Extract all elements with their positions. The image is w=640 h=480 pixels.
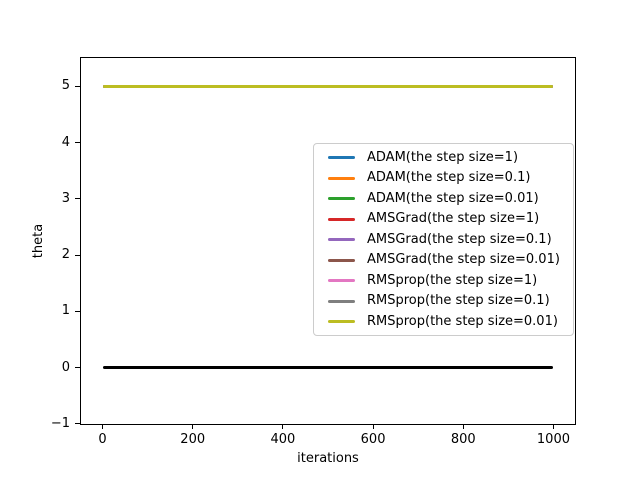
x-tick-mark bbox=[102, 425, 104, 429]
legend-line-swatch bbox=[328, 299, 355, 303]
legend: ADAM(the step size=1) ADAM(the step size=… bbox=[313, 143, 574, 336]
series-line bbox=[102, 365, 554, 370]
x-tick-mark bbox=[192, 425, 194, 429]
x-tick-label: 200 bbox=[180, 432, 206, 447]
legend-label: AMSGrad(the step size=1) bbox=[367, 211, 540, 226]
y-tick-mark bbox=[75, 367, 80, 369]
y-tick-mark bbox=[75, 142, 80, 144]
legend-line-swatch bbox=[328, 156, 355, 159]
x-tick-label: 1000 bbox=[536, 432, 570, 447]
legend-line-swatch bbox=[328, 320, 355, 323]
y-tick-label: 5 bbox=[61, 78, 70, 94]
legend-line-swatch bbox=[328, 217, 355, 221]
x-tick-mark bbox=[372, 425, 374, 429]
legend-item: ADAM(the step size=0.01) bbox=[328, 189, 567, 209]
x-tick-label: 400 bbox=[270, 432, 296, 447]
x-tick-label: 0 bbox=[98, 432, 107, 447]
y-tick-label: 0 bbox=[61, 359, 70, 375]
legend-label: RMSprop(the step size=0.1) bbox=[367, 293, 550, 308]
x-tick-mark bbox=[552, 425, 554, 429]
y-tick-label: 2 bbox=[61, 247, 70, 263]
y-tick-label: −1 bbox=[50, 415, 70, 431]
legend-line-swatch bbox=[328, 176, 355, 180]
legend-item: ADAM(the step size=1) bbox=[328, 148, 567, 168]
legend-line-swatch bbox=[328, 258, 355, 262]
x-tick-label: 800 bbox=[450, 432, 476, 447]
series-line bbox=[102, 84, 554, 88]
legend-label: AMSGrad(the step size=0.01) bbox=[367, 252, 560, 267]
legend-label: ADAM(the step size=1) bbox=[367, 149, 519, 165]
x-axis-label: iterations bbox=[297, 451, 359, 466]
y-tick-label: 4 bbox=[61, 134, 70, 150]
legend-line-swatch bbox=[328, 197, 355, 200]
y-tick-mark bbox=[75, 254, 80, 256]
y-tick-label: 1 bbox=[61, 303, 70, 319]
y-tick-mark bbox=[75, 85, 80, 87]
legend-item: AMSGrad(the step size=1) bbox=[328, 209, 567, 229]
legend-item: ADAM(the step size=0.1) bbox=[328, 168, 567, 188]
legend-label: RMSprop(the step size=0.01) bbox=[367, 313, 558, 329]
legend-label: RMSprop(the step size=1) bbox=[367, 272, 538, 288]
y-tick-mark bbox=[75, 423, 80, 425]
legend-item: RMSprop(the step size=0.1) bbox=[328, 291, 567, 311]
legend-line-swatch bbox=[328, 238, 355, 241]
legend-item: RMSprop(the step size=1) bbox=[328, 271, 567, 291]
legend-item: RMSprop(the step size=0.01) bbox=[328, 312, 567, 332]
legend-item: AMSGrad(the step size=0.1) bbox=[328, 230, 567, 250]
legend-label: ADAM(the step size=0.01) bbox=[367, 190, 539, 206]
legend-line-swatch bbox=[328, 279, 355, 282]
y-tick-mark bbox=[75, 198, 80, 200]
legend-item: AMSGrad(the step size=0.01) bbox=[328, 250, 567, 270]
x-tick-label: 600 bbox=[360, 432, 386, 447]
legend-label: ADAM(the step size=0.1) bbox=[367, 170, 531, 185]
y-tick-mark bbox=[75, 310, 80, 312]
x-tick-mark bbox=[462, 425, 464, 429]
legend-label: AMSGrad(the step size=0.1) bbox=[367, 231, 552, 247]
x-tick-mark bbox=[282, 425, 284, 429]
y-tick-label: 3 bbox=[61, 190, 70, 206]
